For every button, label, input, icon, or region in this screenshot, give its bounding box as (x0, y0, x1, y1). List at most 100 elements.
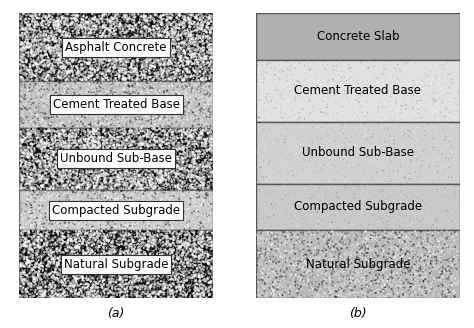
Point (24, 281, 32, 286)
Point (50, 23, 58, 28)
Point (356, 259, 364, 265)
Point (423, 121, 430, 127)
Point (121, 65, 128, 70)
Point (413, 278, 421, 283)
Point (318, 63, 326, 69)
Point (434, 160, 441, 165)
Point (126, 251, 133, 256)
Point (26, 153, 33, 158)
Point (174, 233, 182, 238)
Point (170, 136, 177, 141)
Point (66, 37, 74, 42)
Point (24, 197, 31, 203)
Point (184, 283, 191, 289)
Point (360, 65, 368, 71)
Point (123, 280, 130, 285)
Point (102, 130, 110, 135)
Point (117, 152, 124, 157)
Point (81, 120, 88, 126)
Point (150, 112, 157, 117)
Point (153, 136, 160, 141)
Point (69, 50, 77, 55)
Point (185, 219, 192, 224)
Point (204, 252, 212, 257)
Point (80, 34, 88, 39)
Point (177, 28, 185, 33)
Point (147, 56, 155, 61)
Point (84, 173, 91, 178)
Point (32, 12, 40, 17)
Point (93, 290, 101, 295)
Point (81, 75, 89, 80)
Point (141, 56, 148, 61)
Point (30, 82, 37, 87)
Point (62, 60, 69, 65)
Point (429, 189, 437, 194)
Point (261, 146, 268, 152)
Point (54, 52, 62, 58)
Point (145, 104, 153, 110)
Point (157, 244, 165, 249)
Point (81, 273, 89, 278)
Point (178, 24, 185, 30)
Point (104, 215, 112, 220)
Point (69, 286, 77, 291)
Point (397, 284, 404, 290)
Point (99, 26, 106, 31)
Point (149, 246, 157, 251)
Point (191, 139, 198, 145)
Point (65, 73, 73, 78)
Point (76, 144, 84, 149)
Point (187, 245, 195, 250)
Point (386, 158, 393, 164)
Point (79, 178, 87, 183)
Point (190, 282, 198, 287)
Point (146, 229, 154, 234)
Point (74, 72, 82, 77)
Point (126, 152, 133, 157)
Point (443, 103, 451, 108)
Point (51, 93, 58, 98)
Point (95, 160, 103, 165)
Point (111, 230, 119, 235)
Point (150, 257, 157, 262)
Point (154, 92, 162, 98)
Point (358, 209, 365, 215)
Point (27, 228, 34, 234)
Point (80, 57, 87, 62)
Point (17, 102, 24, 107)
Point (326, 260, 334, 265)
Point (198, 73, 206, 78)
Point (316, 240, 323, 246)
Point (27, 235, 34, 240)
Point (77, 179, 85, 185)
Point (22, 221, 30, 226)
Point (147, 182, 155, 187)
Point (59, 282, 66, 287)
Point (30, 164, 38, 169)
Point (70, 148, 78, 153)
Point (268, 63, 275, 68)
Point (110, 267, 118, 272)
Point (176, 136, 184, 142)
Point (300, 208, 307, 213)
Point (134, 73, 142, 78)
Point (142, 186, 150, 191)
Point (46, 246, 53, 252)
Point (97, 174, 104, 179)
Point (392, 59, 400, 65)
Point (23, 175, 31, 181)
Point (137, 260, 145, 266)
Point (370, 221, 377, 227)
Point (71, 222, 79, 227)
Point (103, 144, 110, 150)
Point (171, 171, 179, 176)
Point (291, 264, 298, 269)
Point (263, 282, 270, 288)
Point (254, 129, 261, 134)
Point (151, 25, 159, 31)
Point (69, 254, 77, 259)
Point (263, 171, 271, 176)
Point (402, 194, 410, 199)
Point (108, 291, 115, 296)
